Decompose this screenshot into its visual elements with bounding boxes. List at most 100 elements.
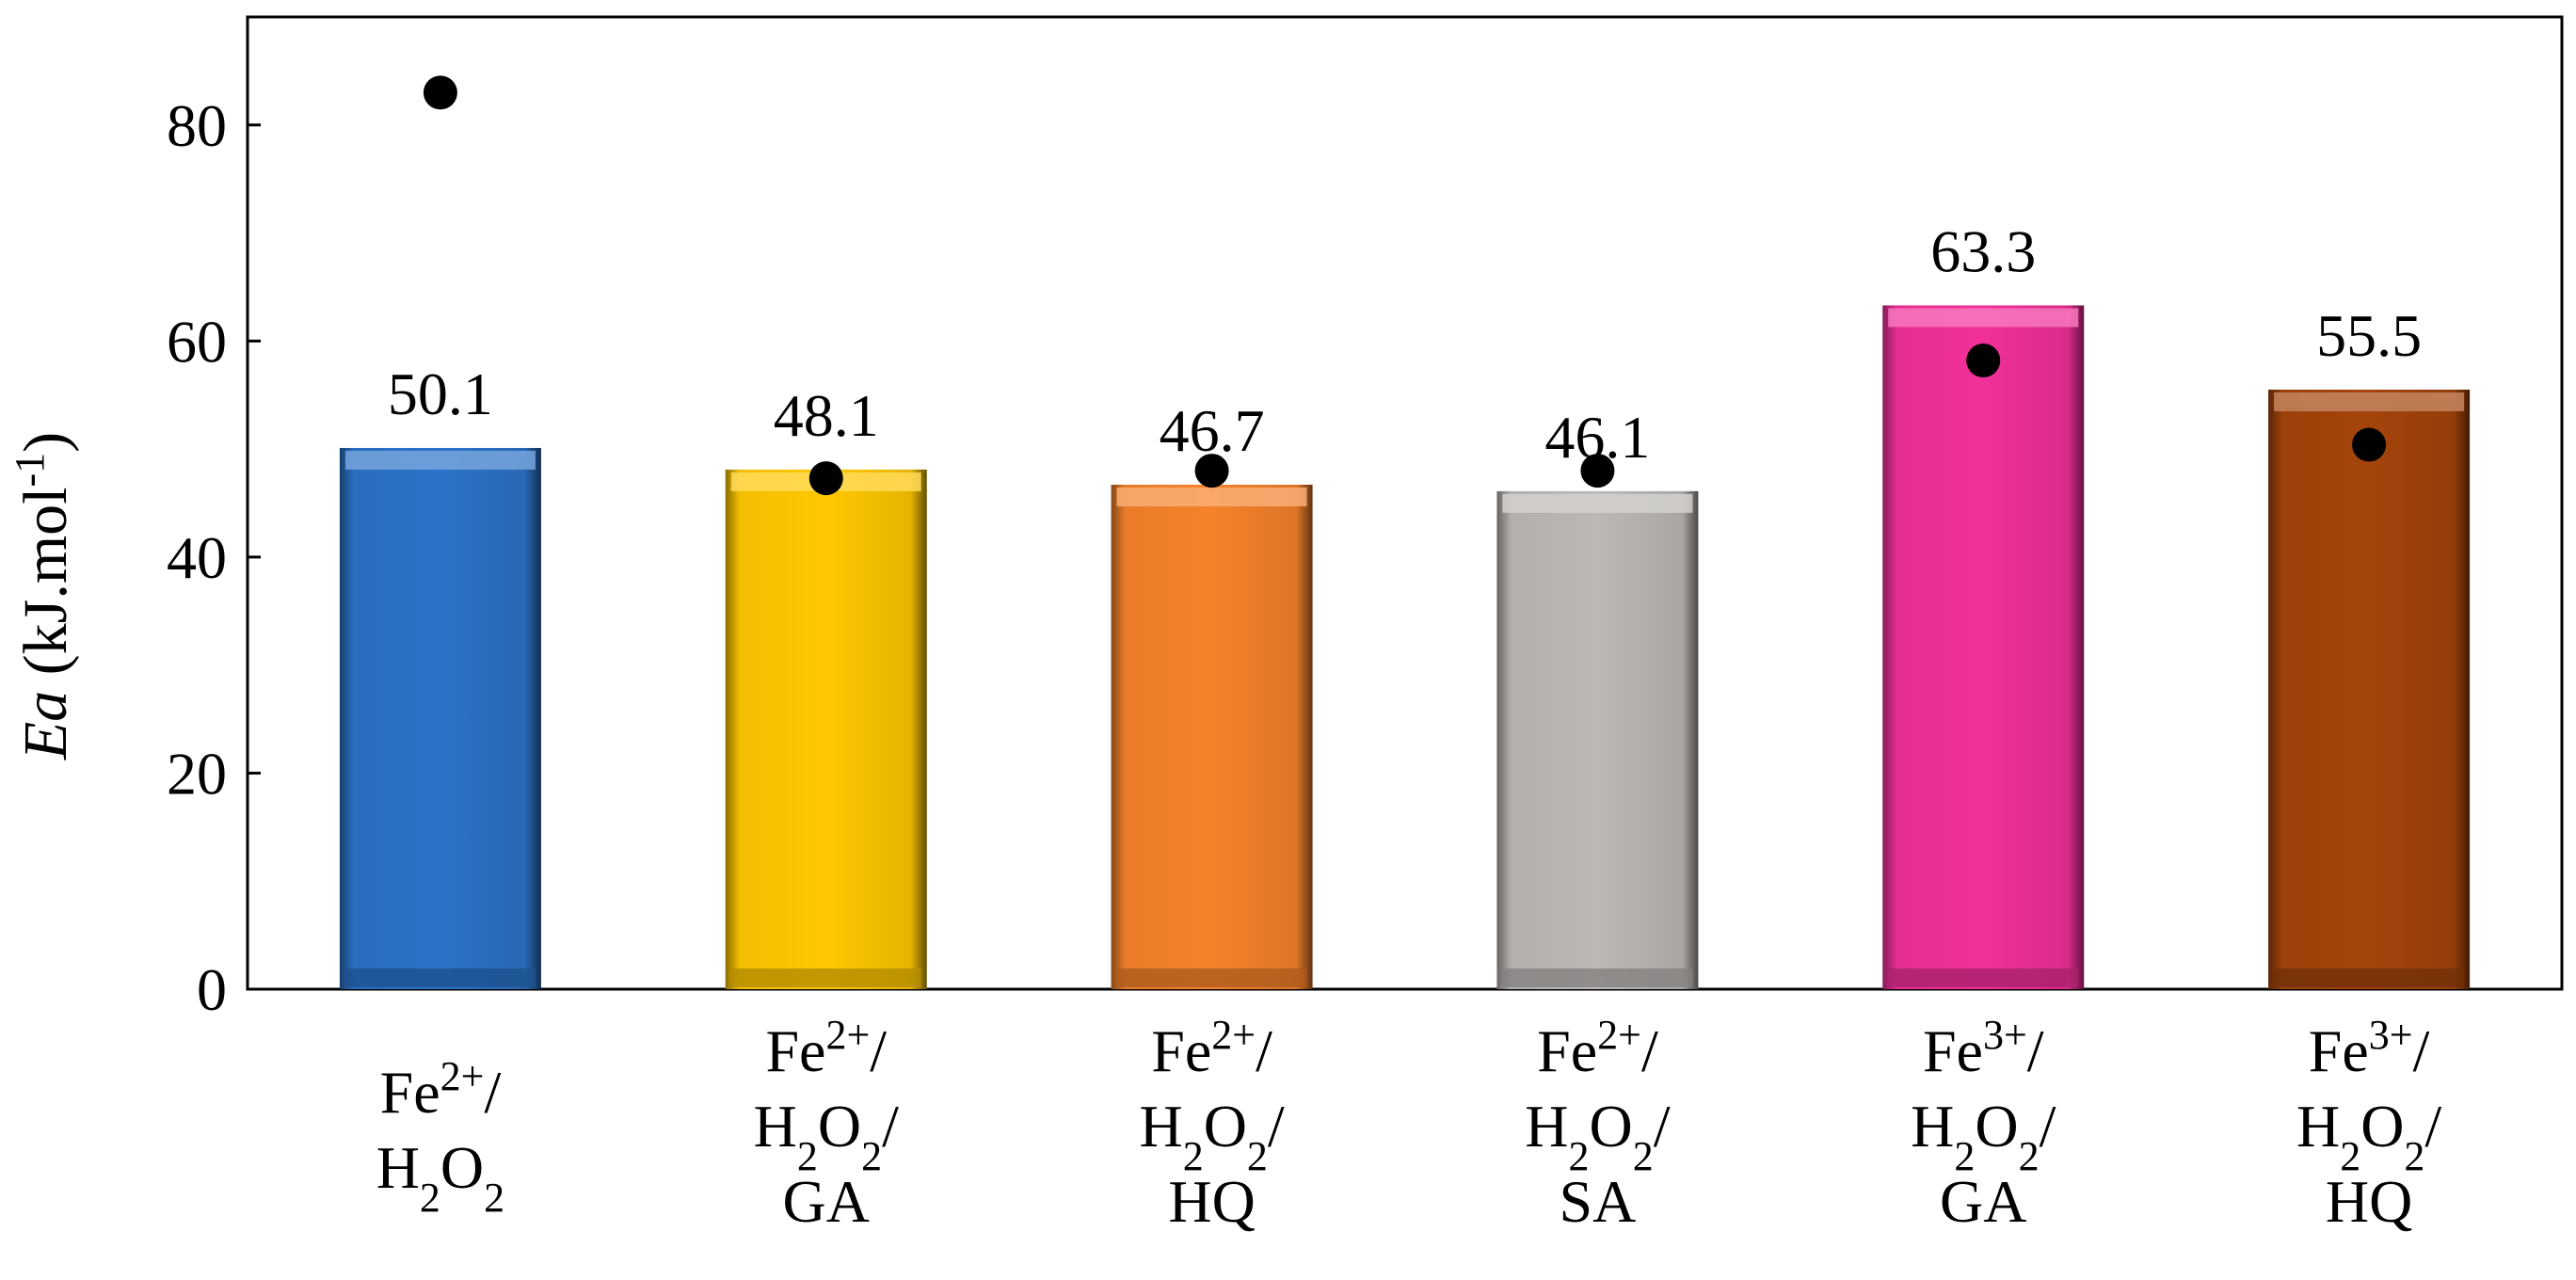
category-label-line: H2O2: [376, 1134, 504, 1221]
category-label-run: /: [2413, 1017, 2430, 1084]
category-label-line: Fe2+/: [1537, 1012, 1658, 1085]
category-label: Fe2+/H2O2: [376, 1053, 504, 1221]
category-label-run: 3+: [2369, 1012, 2413, 1058]
category-label-line: SA: [1560, 1168, 1637, 1235]
category-label-run: H: [2296, 1093, 2340, 1160]
category-label-run: H: [1911, 1093, 1954, 1160]
bar-group: [339, 447, 541, 989]
category-label-run: O: [1590, 1093, 1633, 1160]
y-axis-title: Ea (kJ.mol-1): [7, 432, 81, 760]
category-label-run: 2: [861, 1133, 882, 1179]
bar-group: [1496, 490, 1699, 989]
category-label-run: /: [1268, 1093, 1285, 1160]
category-label-run: 2: [1247, 1133, 1268, 1179]
bar-highlight: [2274, 392, 2465, 411]
category-label-run: /: [1654, 1093, 1671, 1160]
category-label-run: Fe: [765, 1017, 825, 1084]
bar-highlight: [344, 450, 536, 470]
category-label-line: HQ: [2326, 1168, 2412, 1235]
category-label-run: Fe: [1151, 1017, 1211, 1084]
category-label-line: H2O2/: [754, 1093, 899, 1179]
category-label-run: GA: [783, 1168, 870, 1235]
y-tick-label: 0: [197, 956, 227, 1023]
bar-value-label: 46.7: [1160, 397, 1265, 464]
category-label-line: Fe2+/: [380, 1053, 502, 1127]
category-label-run: Fe: [2309, 1017, 2369, 1084]
bar: [2268, 389, 2471, 989]
category-label-run: O: [1975, 1093, 2018, 1160]
category-label-line: H2O2/: [1525, 1093, 1670, 1179]
bar-base-shadow: [1502, 968, 1693, 987]
category-label-line: Fe3+/: [1923, 1012, 2044, 1085]
category-label-run: 2: [2019, 1133, 2040, 1179]
category-label-run: /: [2027, 1017, 2044, 1084]
category-label-run: Fe: [1923, 1017, 1983, 1084]
category-label-line: H2O2/: [2296, 1093, 2441, 1179]
category-label-run: O: [1204, 1093, 1247, 1160]
category-label-run: Fe: [380, 1059, 440, 1126]
bar-base-shadow: [2274, 968, 2465, 987]
category-label-run: 2: [1633, 1133, 1654, 1179]
bar-group: [725, 469, 927, 989]
bar: [339, 447, 541, 989]
category-label-run: 2: [2340, 1133, 2360, 1179]
y-axis-title-sup: -1: [7, 453, 53, 488]
y-tick-label: 60: [167, 308, 227, 375]
bar-base-shadow: [1116, 968, 1307, 987]
data-point: [2352, 427, 2387, 462]
bar-highlight: [1502, 493, 1693, 513]
data-point: [423, 75, 457, 110]
category-label: Fe2+/H2O2/HQ: [1139, 1012, 1284, 1236]
category-label-run: 2: [1954, 1133, 1975, 1179]
category-label-line: H2O2/: [1911, 1093, 2056, 1179]
category-label-run: O: [818, 1093, 861, 1160]
data-point: [1194, 454, 1229, 488]
category-label-run: 2+: [825, 1012, 870, 1058]
bar-base-shadow: [730, 968, 921, 987]
y-tick-label: 20: [167, 740, 227, 807]
category-label-run: /: [870, 1017, 887, 1084]
bar: [1496, 490, 1699, 989]
category-label-run: 2: [1183, 1133, 1204, 1179]
category-label-run: /: [1256, 1017, 1272, 1084]
y-axis-title-close: ): [11, 432, 80, 453]
category-label-run: H: [754, 1093, 797, 1160]
category-label-run: 2: [797, 1133, 818, 1179]
category-label: Fe2+/H2O2/GA: [754, 1012, 899, 1236]
y-tick-label: 80: [167, 92, 227, 159]
bar: [1111, 484, 1313, 989]
category-label-run: 2+: [440, 1053, 485, 1099]
bar: [1882, 305, 2085, 989]
category-label-run: HQ: [2326, 1168, 2412, 1235]
category-label-run: 2+: [1597, 1012, 1641, 1058]
category-label-run: 2: [1569, 1133, 1590, 1179]
category-label-run: /: [1641, 1017, 1658, 1084]
category-label-run: H: [376, 1134, 420, 1201]
data-point: [808, 461, 843, 496]
category-label-line: Fe2+/: [1151, 1012, 1272, 1085]
y-axis-title-italic: Ea: [11, 691, 80, 760]
category-label-run: 3+: [1983, 1012, 2027, 1058]
category-label-run: O: [2360, 1093, 2404, 1160]
category-label-run: 2: [484, 1175, 504, 1221]
category-label-line: Fe3+/: [2309, 1012, 2430, 1085]
category-label-line: GA: [783, 1168, 870, 1235]
category-label: Fe3+/H2O2/GA: [1911, 1012, 2056, 1236]
bar-value-label: 55.5: [2316, 302, 2422, 369]
category-label-run: H: [1525, 1093, 1568, 1160]
bar-highlight: [1116, 487, 1307, 506]
y-tick-label: 40: [167, 524, 227, 591]
category-label-run: SA: [1560, 1168, 1637, 1235]
category-label-run: /: [484, 1059, 501, 1126]
data-point: [1580, 454, 1615, 488]
category-label-run: /: [882, 1093, 899, 1160]
bar-value-label: 46.1: [1544, 404, 1650, 471]
bar-group: [1882, 305, 2085, 989]
axes: [246, 15, 2564, 991]
category-label-run: 2: [420, 1175, 440, 1221]
category-label-line: HQ: [1168, 1168, 1255, 1235]
bar-base-shadow: [344, 968, 536, 987]
plot-frame: [246, 15, 2564, 991]
